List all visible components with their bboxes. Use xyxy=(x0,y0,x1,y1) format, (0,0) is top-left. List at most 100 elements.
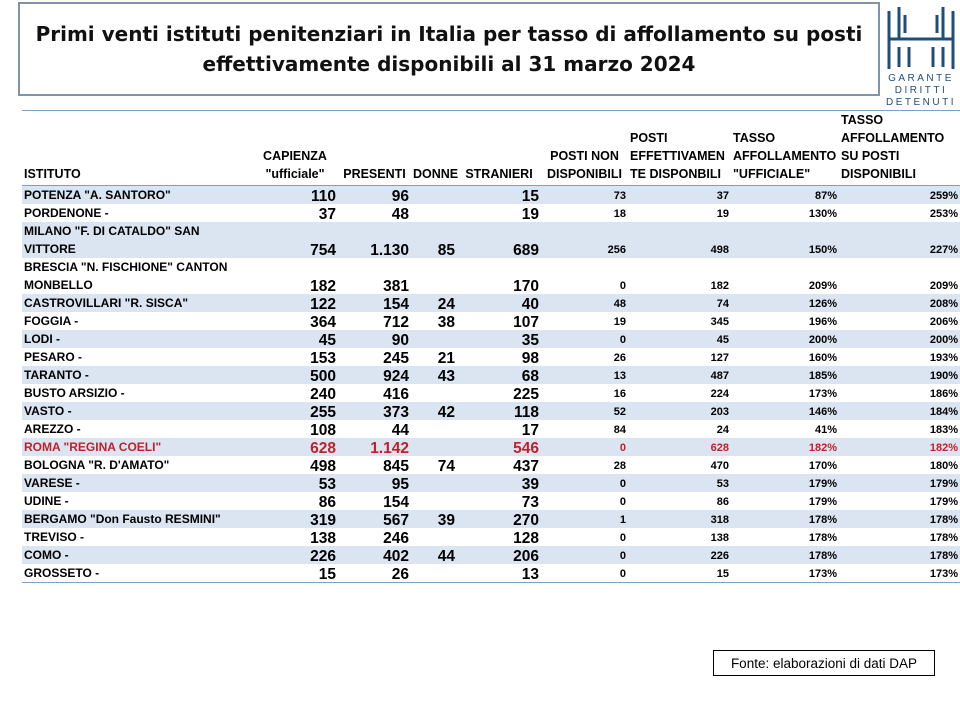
cell-posti-disponibili: 37 xyxy=(628,185,731,204)
cell-istituto: BUSTO ARSIZIO - xyxy=(24,386,125,400)
cell-stranieri: 73 xyxy=(521,494,539,511)
cell-presenti: 246 xyxy=(383,530,409,547)
cell-posti-disponibili: 345 xyxy=(710,316,729,328)
header-tasso-ufficiale: TASSO AFFOLLAMENTO "UFFICIALE" xyxy=(731,110,839,186)
cell-tasso-ufficiale: 173% xyxy=(808,388,837,400)
cell-posti-non-disponibili: 0 xyxy=(619,532,626,544)
cell-tasso-ufficiale: 178% xyxy=(731,546,839,564)
table-row: GROSSETO - 15 26 13 0 15 173% 173% xyxy=(22,564,960,583)
table-row: MILANO "F. DI CATALDO" SAN VITTORE 754 1.1… xyxy=(22,222,960,258)
cell-tasso-ufficiale: 170% xyxy=(808,460,837,472)
cell-tasso-ufficiale: 182% xyxy=(731,438,839,456)
source-note: Fonte: elaborazioni di dati DAP xyxy=(713,650,935,676)
cell-tasso-ufficiale: 179% xyxy=(731,474,839,492)
cell-capienza: 15 xyxy=(318,566,336,583)
cell-presenti: 154 xyxy=(338,294,411,312)
cell-presenti: 567 xyxy=(338,510,411,528)
cell-presenti: 245 xyxy=(383,350,409,367)
cell-donne xyxy=(411,330,457,348)
cell-capienza: 319 xyxy=(252,510,338,528)
cell-posti-disponibili: 318 xyxy=(628,510,731,528)
cell-donne xyxy=(411,185,457,204)
cell-posti-non-disponibili: 0 xyxy=(619,496,626,508)
cell-posti-disponibili: 498 xyxy=(628,222,731,258)
cell-stranieri: 206 xyxy=(457,546,541,564)
cell-stranieri: 17 xyxy=(521,422,539,439)
cell-posti-non-disponibili: 0 xyxy=(541,474,628,492)
cell-istituto: PORDENONE - xyxy=(24,206,109,220)
cell-tasso-disponibili: 173% xyxy=(929,568,958,580)
cell-posti-non-disponibili: 0 xyxy=(541,546,628,564)
cell-donne: 85 xyxy=(411,222,457,258)
cell-posti-disponibili: 487 xyxy=(628,366,731,384)
cell-donne: 43 xyxy=(411,366,457,384)
table-row: PESARO - 153 245 21 98 26 127 160% 193% xyxy=(22,348,960,366)
cell-donne: 44 xyxy=(411,546,457,564)
cell-posti-disponibili: 53 xyxy=(628,474,731,492)
cell-istituto: BOLOGNA "R. D'AMATO" xyxy=(24,458,170,472)
cell-tasso-ufficiale: 87% xyxy=(731,185,839,204)
table-row: CASTROVILLARI "R. SISCA" 122 154 24 40 48 74 12… xyxy=(22,294,960,312)
cell-donne xyxy=(411,204,457,222)
cell-tasso-disponibili: 206% xyxy=(929,316,958,328)
cell-capienza: 110 xyxy=(252,185,338,204)
table-row: BRESCIA "N. FISCHIONE" CANTON MONBELLO 18… xyxy=(22,258,960,294)
cell-stranieri: 98 xyxy=(521,350,539,367)
cell-capienza: 86 xyxy=(318,494,336,511)
cell-stranieri: 107 xyxy=(513,314,539,331)
prisons-table: ISTITUTO CAPIENZA "ufficiale" PRESENTI DO… xyxy=(22,110,960,583)
cell-presenti: 96 xyxy=(338,185,411,204)
cell-posti-non-disponibili: 256 xyxy=(541,222,628,258)
cell-tasso-ufficiale: 130% xyxy=(808,208,837,220)
cell-donne xyxy=(411,528,457,546)
logo-text-1: GARANTE xyxy=(888,73,954,84)
header-capienza: CAPIENZA "ufficiale" xyxy=(252,110,338,186)
cell-posti-disponibili: 15 xyxy=(716,568,729,580)
cell-presenti: 381 xyxy=(383,278,409,295)
cell-posti-non-disponibili: 16 xyxy=(613,388,626,400)
cell-posti-disponibili: 45 xyxy=(628,330,731,348)
table-row: ROMA "REGINA COELI" 628 1.142 546 0 628 182% 18… xyxy=(22,438,960,456)
cell-capienza: 53 xyxy=(252,474,338,492)
cell-tasso-disponibili: 183% xyxy=(929,424,958,436)
cell-stranieri: 35 xyxy=(457,330,541,348)
cell-tasso-ufficiale: 185% xyxy=(731,366,839,384)
cell-capienza: 37 xyxy=(318,206,336,223)
cell-tasso-disponibili: 200% xyxy=(839,330,960,348)
cell-tasso-disponibili: 208% xyxy=(839,294,960,312)
cell-posti-non-disponibili: 19 xyxy=(613,316,626,328)
cell-istituto: BERGAMO "Don Fausto RESMINI" xyxy=(22,510,252,528)
cell-capienza: 500 xyxy=(252,366,338,384)
cell-presenti: 845 xyxy=(383,458,409,475)
cell-tasso-ufficiale: 41% xyxy=(814,424,837,436)
title-box: Primi venti istituti penitenziari in Ita… xyxy=(18,2,880,96)
cell-posti-disponibili: 182 xyxy=(710,280,729,292)
cell-posti-disponibili: 138 xyxy=(710,532,729,544)
cell-capienza: 153 xyxy=(310,350,336,367)
cell-tasso-ufficiale: 179% xyxy=(808,496,837,508)
cell-presenti: 26 xyxy=(391,566,409,583)
cell-donne xyxy=(411,258,457,294)
header-posti-non-disponibili: POSTI NON DISPONIBILI xyxy=(541,110,628,186)
header-stranieri: STRANIERI xyxy=(457,110,541,186)
table-row: BUSTO ARSIZIO - 240 416 225 16 224 173% 186% xyxy=(22,384,960,402)
cell-capienza: 364 xyxy=(310,314,336,331)
cell-posti-non-disponibili: 26 xyxy=(613,352,626,364)
cell-tasso-disponibili: 184% xyxy=(839,402,960,420)
cell-stranieri: 40 xyxy=(457,294,541,312)
cell-capienza: 240 xyxy=(310,386,336,403)
cell-presenti: 95 xyxy=(338,474,411,492)
cell-presenti: 373 xyxy=(338,402,411,420)
cell-donne: 39 xyxy=(411,510,457,528)
cell-tasso-ufficiale: 178% xyxy=(808,532,837,544)
cell-istituto: TREVISO - xyxy=(24,530,85,544)
cell-posti-non-disponibili: 0 xyxy=(619,568,626,580)
cell-stranieri: 68 xyxy=(457,366,541,384)
cell-stranieri: 39 xyxy=(457,474,541,492)
cell-istituto: CASTROVILLARI "R. SISCA" xyxy=(22,294,252,312)
cell-posti-non-disponibili: 73 xyxy=(541,185,628,204)
table-row: VASTO -255 373 42 118 52 203 146% 184% xyxy=(22,402,960,420)
cell-stranieri: 118 xyxy=(457,402,541,420)
cell-stranieri: 19 xyxy=(521,206,539,223)
table-row: VARESE -53 95 39 0 53 179% 179% xyxy=(22,474,960,492)
